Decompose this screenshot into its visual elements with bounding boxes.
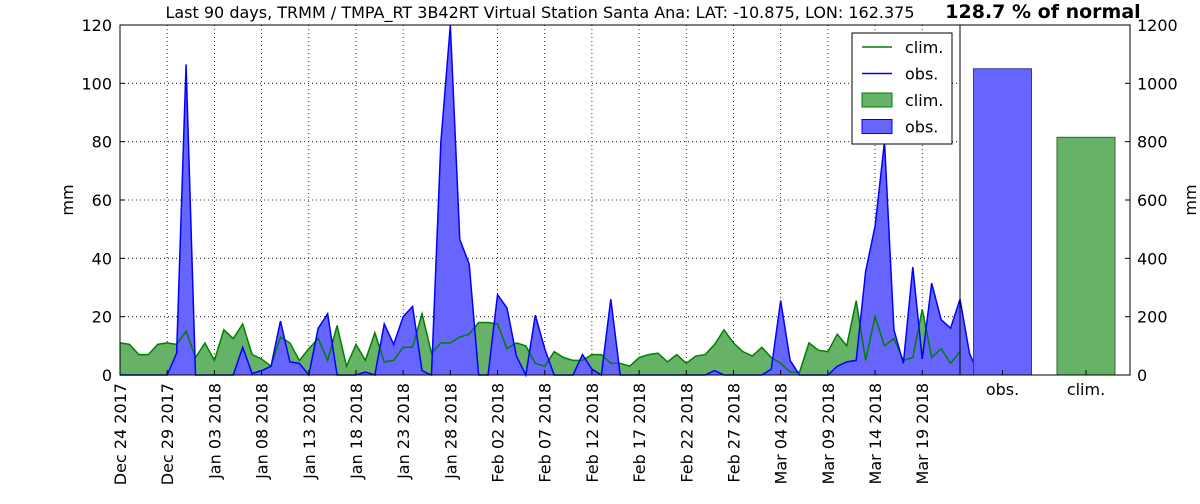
bar-category-label: clim.: [1067, 380, 1105, 399]
clim-legend-label: clim.: [905, 91, 943, 110]
x-tick-label: Dec 29 2017: [158, 383, 177, 485]
y-tick-label: 20: [92, 308, 112, 327]
clim-legend-label: clim.: [905, 38, 943, 57]
bar-category-label: obs.: [986, 380, 1019, 399]
right-y-tick-label: 1200: [1137, 16, 1178, 35]
x-tick-label: Jan 23 2018: [394, 383, 413, 480]
right-y-tick-label: 0: [1137, 366, 1147, 385]
area-layer: [119, 24, 980, 378]
right-y-tick-label: 600: [1137, 191, 1168, 210]
right-y-tick-label: 1000: [1137, 74, 1178, 93]
obs-legend-label: obs.: [905, 65, 938, 84]
x-tick-label: Jan 18 2018: [347, 383, 366, 480]
obs-legend-patch-swatch: [861, 119, 893, 134]
right-y-tick-label: 800: [1137, 133, 1168, 152]
right-y-tick-label: 400: [1137, 249, 1168, 268]
x-tick-label: Feb 22 2018: [677, 383, 696, 483]
chart-title: Last 90 days, TRMM / TMPA_RT 3B42RT Virt…: [165, 3, 914, 23]
obs-series-line: [120, 24, 980, 378]
x-tick-label: Jan 08 2018: [253, 383, 272, 480]
legend: clim. obs. clim. obs.: [851, 32, 953, 145]
bar-clim: [1056, 136, 1116, 376]
y-tick-label: 0: [102, 366, 112, 385]
x-tick-label: Feb 27 2018: [724, 383, 743, 483]
x-tick-label: Dec 24 2017: [111, 383, 130, 485]
axis-layer: 0 20 40 60 80 100 120 Dec 24 2017 Dec 29 2017 Jan…: [81, 16, 1177, 485]
y-axis-label-left: mm: [58, 184, 77, 215]
y-tick-label: 100: [81, 74, 112, 93]
x-tick-label: Mar 14 2018: [866, 383, 885, 484]
x-tick-label: Mar 09 2018: [819, 383, 838, 484]
x-tick-label: Feb 07 2018: [536, 383, 555, 483]
y-tick-label: 120: [81, 16, 112, 35]
x-tick-label: Feb 02 2018: [489, 383, 508, 483]
x-tick-label: Mar 19 2018: [913, 383, 932, 484]
percent-of-normal-label: 128.7 % of normal: [945, 1, 1140, 23]
y-tick-label: 40: [92, 249, 112, 268]
obs-legend-label: obs.: [905, 118, 938, 137]
bar-obs: [973, 68, 1032, 376]
bar-layer: [973, 68, 1116, 376]
x-tick-label: Jan 28 2018: [441, 383, 460, 480]
y-tick-label: 60: [92, 191, 112, 210]
x-tick-label: Jan 03 2018: [205, 383, 224, 480]
right-y-tick-label: 200: [1137, 308, 1168, 327]
x-tick-label: Feb 17 2018: [630, 383, 649, 483]
x-tick-label: Feb 12 2018: [583, 383, 602, 483]
bar-plot-frame: [959, 24, 1131, 376]
y-axis-label-right: mm: [1181, 184, 1200, 215]
y-tick-label: 80: [92, 133, 112, 152]
clim-series-line: [119, 300, 961, 373]
clim-legend-patch-swatch: [861, 92, 893, 108]
x-tick-label: Jan 13 2018: [300, 383, 319, 480]
x-tick-label: Mar 04 2018: [772, 383, 791, 484]
grid-layer: [120, 25, 960, 375]
